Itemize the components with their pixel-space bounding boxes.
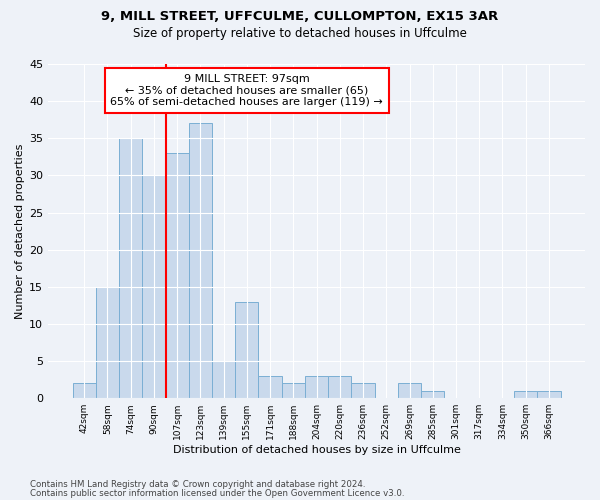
Bar (73, 384, 96, 398)
Text: 9, MILL STREET, UFFCULME, CULLOMPTON, EX15 3AR: 9, MILL STREET, UFFCULME, CULLOMPTON, EX… (101, 10, 499, 23)
Y-axis label: Number of detached properties: Number of detached properties (15, 144, 25, 319)
Bar (421, 391, 445, 398)
Bar (189, 124, 212, 398)
Bar (328, 376, 352, 398)
Bar (259, 376, 282, 398)
Bar (398, 384, 421, 398)
Text: Contains HM Land Registry data © Crown copyright and database right 2024.: Contains HM Land Registry data © Crown c… (30, 480, 365, 489)
X-axis label: Distribution of detached houses by size in Uffculme: Distribution of detached houses by size … (173, 445, 461, 455)
Bar (96, 287, 119, 398)
Bar (514, 391, 538, 398)
Bar (352, 384, 374, 398)
Text: Size of property relative to detached houses in Uffculme: Size of property relative to detached ho… (133, 28, 467, 40)
Bar (212, 361, 235, 398)
Bar (282, 384, 305, 398)
Bar (166, 153, 189, 398)
Bar (305, 376, 328, 398)
Text: 9 MILL STREET: 97sqm
← 35% of detached houses are smaller (65)
65% of semi-detac: 9 MILL STREET: 97sqm ← 35% of detached h… (110, 74, 383, 107)
Bar (538, 391, 560, 398)
Text: Contains public sector information licensed under the Open Government Licence v3: Contains public sector information licen… (30, 489, 404, 498)
Bar (235, 302, 259, 398)
Bar (119, 138, 142, 398)
Bar (142, 176, 166, 398)
